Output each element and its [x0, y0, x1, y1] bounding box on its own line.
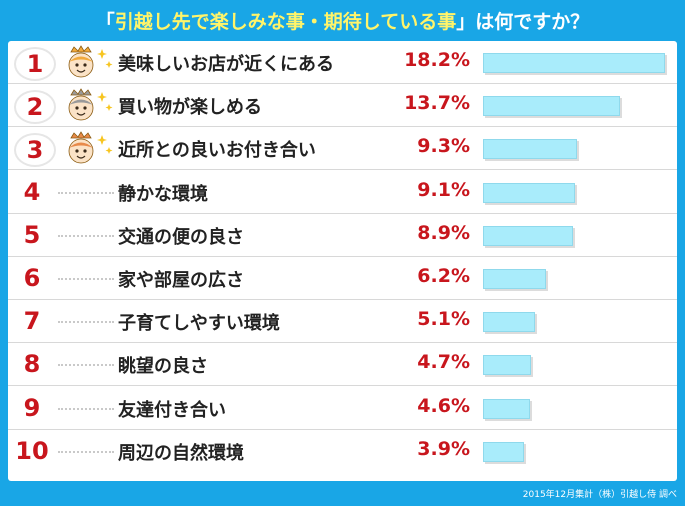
bar-track	[483, 398, 669, 419]
value-label: 13.7%	[404, 92, 470, 115]
category-label: 静かな環境	[118, 183, 208, 205]
ranking-row: 6 家や部屋の広さ 6.2%	[8, 257, 677, 300]
bar-track	[483, 225, 669, 246]
title-open-bracket: 「	[95, 11, 115, 33]
dotted-leader	[58, 364, 114, 367]
bar	[483, 269, 546, 289]
bar-track	[483, 96, 669, 117]
dotted-leader	[58, 234, 114, 237]
value-label: 4.7%	[417, 351, 470, 374]
ranking-row: 7 子育てしやすい環境 5.1%	[8, 300, 677, 344]
category-label: 交通の便の良さ	[118, 226, 244, 248]
bar-track	[483, 139, 669, 160]
rank-number: 7	[23, 307, 41, 336]
bar-track	[483, 269, 669, 289]
value-label: 3.9%	[417, 437, 470, 460]
category-label: 友達付き合い	[118, 399, 226, 421]
rank-number: 3	[14, 133, 56, 168]
chart-title: 「引越し先で楽しみな事・期待している事」は何ですか？	[0, 7, 685, 34]
dotted-leader	[58, 278, 114, 280]
category-label: 眺望の良さ	[118, 356, 208, 378]
title-highlight: 引越し先で楽しみな事・期待している事	[114, 11, 457, 33]
value-label: 4.6%	[417, 394, 470, 417]
category-label: 周辺の自然環境	[118, 442, 244, 464]
bar	[483, 96, 620, 117]
ranking-row: 2 買い物が楽しめる 13.7%	[8, 84, 677, 128]
bar-track	[483, 182, 669, 203]
bar	[483, 312, 535, 333]
rank-number: 4	[23, 177, 41, 206]
rank-number: 6	[23, 264, 41, 292]
bronze-face-icon	[68, 131, 113, 164]
ranking-row: 4 静かな環境 9.1%	[8, 171, 677, 214]
bar	[483, 225, 573, 246]
title-close-bracket: 」	[456, 11, 476, 33]
category-label: 近所との良いお付き合い	[118, 140, 316, 162]
bar	[483, 53, 665, 73]
dotted-leader	[58, 191, 114, 194]
value-label: 18.2%	[404, 49, 470, 71]
dotted-leader	[58, 321, 114, 324]
silver-face-icon	[68, 88, 113, 121]
rank-number: 5	[23, 220, 41, 249]
bar-track	[483, 53, 669, 73]
value-label: 5.1%	[417, 308, 470, 331]
category-label: 美味しいお店が近くにある	[118, 54, 334, 75]
category-label: 子育てしやすい環境	[118, 313, 280, 335]
bar	[483, 441, 524, 462]
ranking-row: 8 眺望の良さ 4.7%	[8, 343, 677, 387]
gold-face-icon	[68, 45, 113, 78]
bar	[483, 398, 530, 419]
rank-number: 2	[14, 90, 56, 125]
rank-number: 9	[23, 393, 41, 422]
value-label: 8.9%	[417, 221, 470, 244]
ranking-row: 10 周辺の自然環境 3.9%	[8, 430, 677, 473]
ranking-panel: 1 美味しいお店が近くにある 18.2% 2 買い物が楽しめる 13.7% 3 近所との良いお…	[8, 41, 677, 481]
ranking-row: 3 近所との良いお付き合い 9.3%	[8, 127, 677, 171]
bar	[483, 355, 531, 376]
bar-track	[483, 312, 669, 333]
bar-track	[483, 441, 669, 462]
value-label: 9.3%	[417, 135, 470, 158]
ranking-row: 9 友達付き合い 4.6%	[8, 387, 677, 430]
category-label: 家や部屋の広さ	[118, 270, 244, 291]
dotted-leader	[58, 450, 114, 453]
dotted-leader	[58, 407, 114, 410]
source-note: 2015年12月集計（株）引越し侍 調べ	[522, 490, 677, 500]
rank-number: 8	[23, 350, 41, 379]
ranking-row: 1 美味しいお店が近くにある 18.2%	[8, 41, 677, 84]
ranking-row: 5 交通の便の良さ 8.9%	[8, 214, 677, 257]
title-rest: は何ですか？	[475, 11, 590, 33]
category-label: 買い物が楽しめる	[118, 97, 262, 119]
bar-track	[483, 355, 669, 376]
value-label: 9.1%	[417, 178, 470, 201]
rank-number: 1	[14, 47, 56, 81]
rank-number: 10	[15, 436, 49, 465]
value-label: 6.2%	[417, 265, 470, 287]
bar	[483, 139, 577, 160]
bar	[483, 182, 575, 203]
